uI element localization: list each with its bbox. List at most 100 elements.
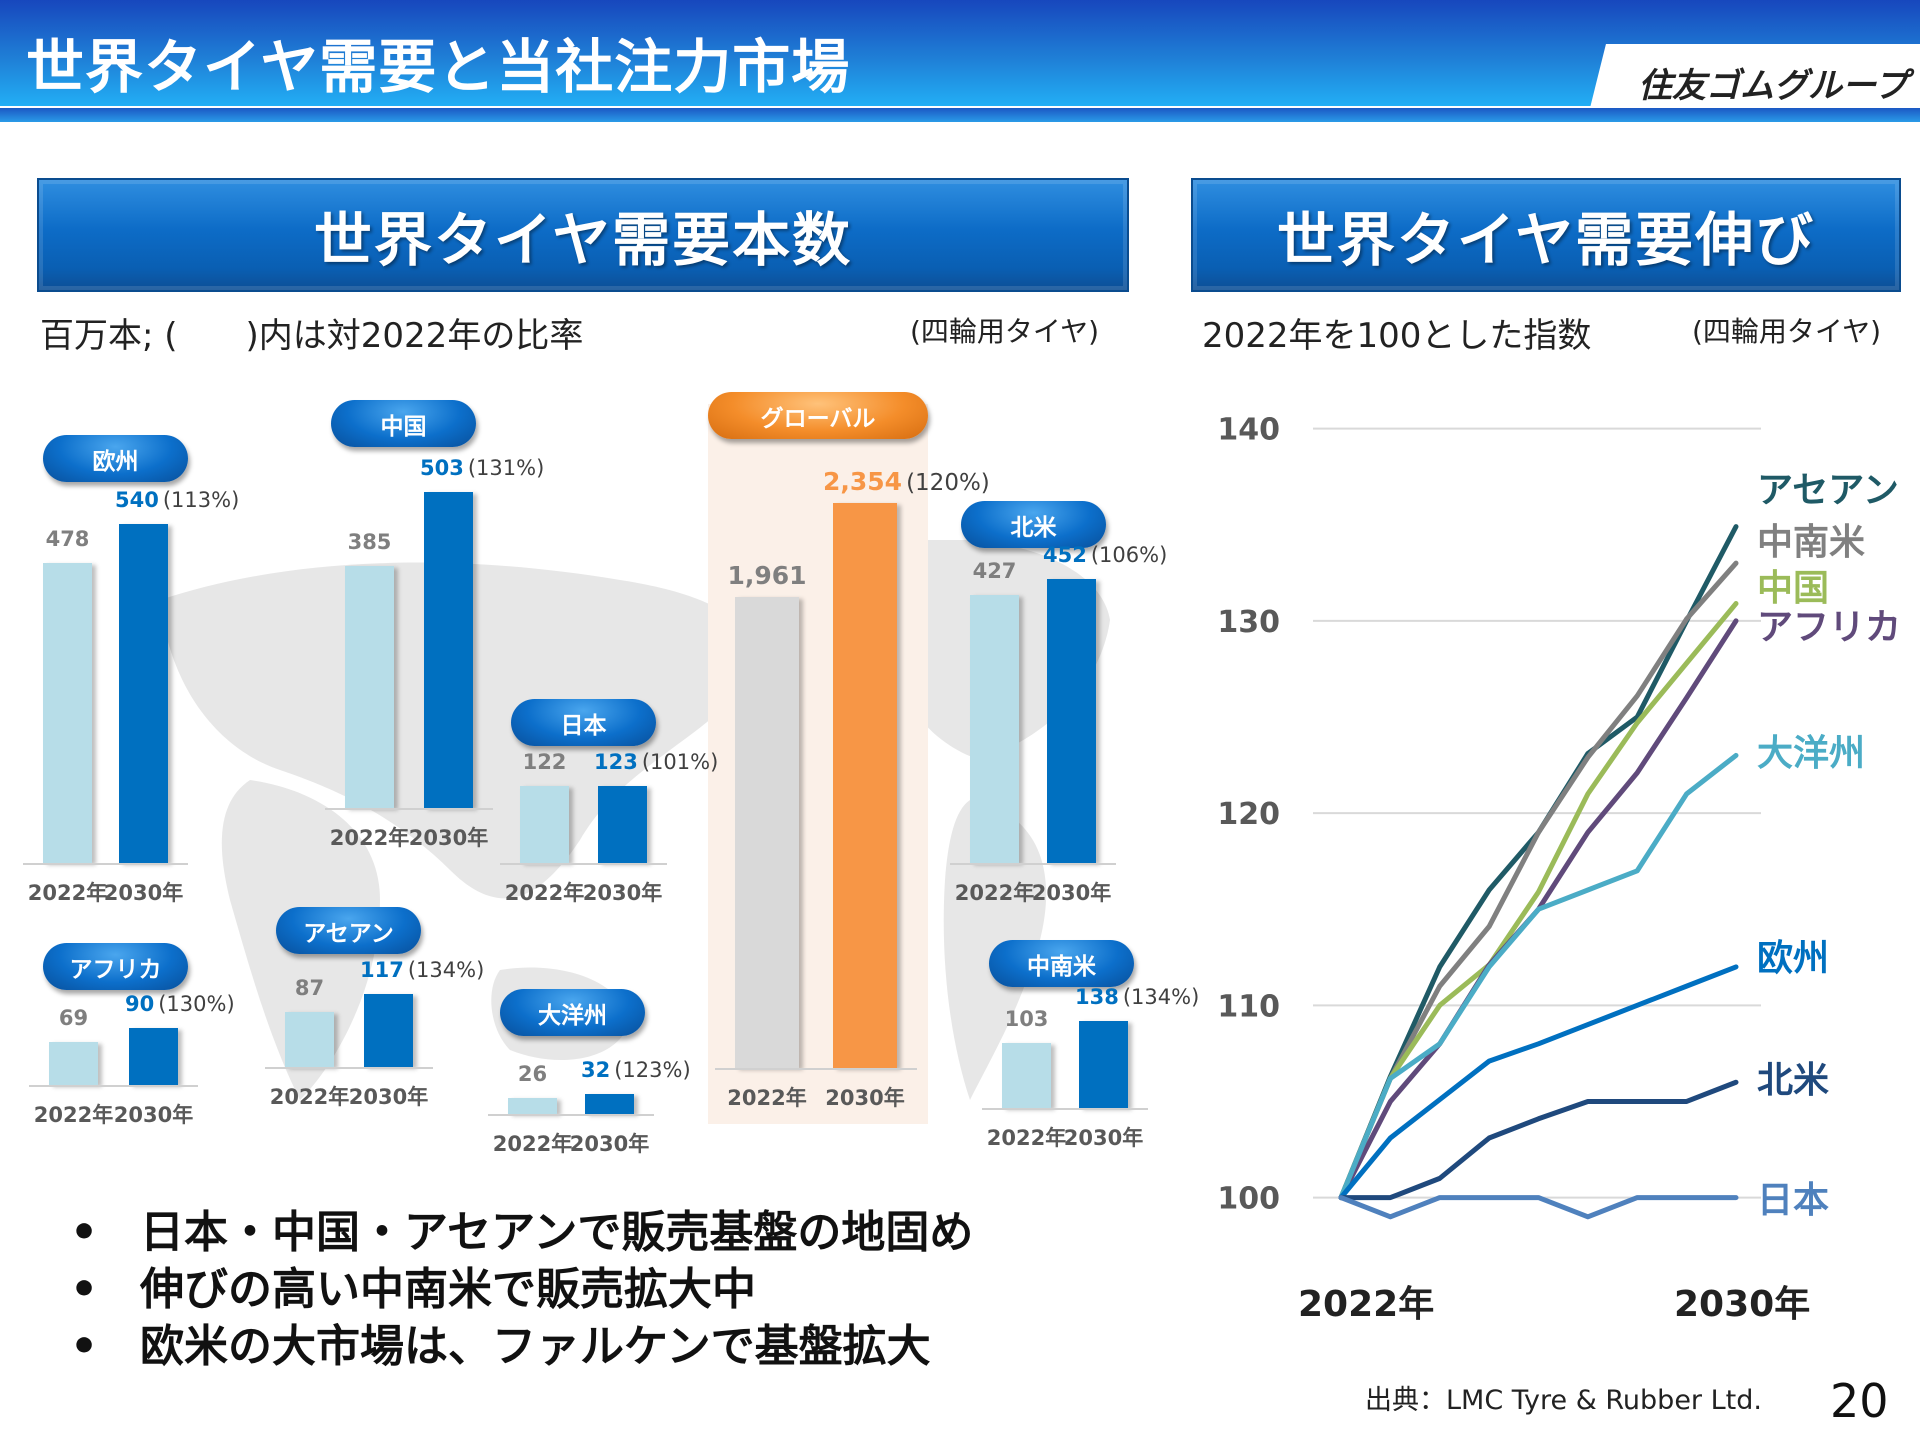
value-2030: 123 xyxy=(594,749,638,774)
value-2030: 540 xyxy=(115,487,159,512)
year-label-2030: 2030年 xyxy=(1031,881,1112,905)
region-label-pill: 欧州 xyxy=(43,435,188,482)
value-2030-with-ratio: 90 (130%) xyxy=(125,992,235,1016)
series-label: 大洋州 xyxy=(1757,733,1865,774)
value-2030: 138 xyxy=(1075,985,1119,1010)
bar-2022 xyxy=(508,1097,557,1114)
series-label: アフリカ xyxy=(1757,607,1901,648)
year-label-2022: 2022年 xyxy=(986,1126,1067,1150)
bar-2022 xyxy=(1002,1043,1051,1108)
value-2022: 69 xyxy=(58,1005,89,1030)
y-tick-label: 100 xyxy=(1217,1182,1280,1217)
year-label-2022: 2022年 xyxy=(269,1085,350,1109)
bullet-item: • 伸びの高い中南米で販売拡大中 xyxy=(70,1253,756,1317)
series-line-2 xyxy=(1338,601,1739,1201)
bullet-item: • 日本・中国・アセアンで販売基盤の地固め xyxy=(70,1196,973,1260)
year-label-2022: 2022年 xyxy=(727,1086,807,1110)
bar-2022 xyxy=(735,597,799,1068)
bar-2022 xyxy=(345,566,394,808)
value-2030: 503 xyxy=(420,456,464,481)
bullet-symbol: • xyxy=(70,1264,99,1315)
bar-2030 xyxy=(129,1028,178,1085)
series-line-7 xyxy=(1338,1195,1739,1220)
page-title: 世界タイヤ需要と当社注力市場 xyxy=(26,33,851,101)
series-label: 日本 xyxy=(1757,1180,1829,1221)
region-label-pill: 北米 xyxy=(961,501,1106,548)
bullet-item: • 欧米の大市場は、ファルケンで基盤拡大 xyxy=(70,1310,931,1374)
bar-2030 xyxy=(364,993,413,1067)
bullet-text: 伸びの高い中南米で販売拡大中 xyxy=(140,1264,756,1315)
year-label-2022: 2022年 xyxy=(27,881,108,905)
x-tick-label: 2030年 xyxy=(1674,1284,1810,1325)
year-label-2030: 2030年 xyxy=(569,1132,650,1156)
value-2030: 117 xyxy=(360,957,404,982)
source-note: 出典：LMC Tyre & Rubber Ltd. xyxy=(1365,1385,1762,1416)
value-2030-with-ratio: 123 (101%) xyxy=(594,750,718,774)
series-line-6 xyxy=(1338,1079,1739,1201)
bar-baseline xyxy=(982,1108,1148,1110)
growth-ratio: (120%) xyxy=(906,470,990,497)
bullet-text: 日本・中国・アセアンで販売基盤の地固め xyxy=(140,1207,974,1258)
series-label: アセアン xyxy=(1757,470,1899,511)
year-label-2030: 2030年 xyxy=(825,1086,905,1110)
value-2022: 1,961 xyxy=(727,561,807,591)
bullet-symbol: • xyxy=(70,1207,99,1258)
series-line-1 xyxy=(1338,560,1739,1201)
bullet-symbol: • xyxy=(70,1321,99,1372)
bar-2022 xyxy=(970,594,1019,863)
bar-2030 xyxy=(598,785,647,863)
growth-ratio: (113%) xyxy=(162,487,240,512)
index-note: 2022年を100とした指数 xyxy=(1202,316,1592,356)
region-label-pill: 大洋州 xyxy=(500,989,645,1036)
bar-2022 xyxy=(285,1012,334,1067)
year-label-2022: 2022年 xyxy=(492,1132,573,1156)
value-2030: 2,354 xyxy=(823,467,903,497)
value-2022: 122 xyxy=(522,750,567,775)
value-2022: 427 xyxy=(972,558,1017,583)
region-label-pill: アセアン xyxy=(276,907,421,954)
region-label-pill: 日本 xyxy=(511,699,656,746)
bar-2030 xyxy=(585,1093,634,1114)
bar-2030 xyxy=(119,523,168,863)
company-logo: 住友ゴムグループ xyxy=(1638,66,1908,106)
growth-ratio: (131%) xyxy=(467,456,545,481)
y-tick-label: 110 xyxy=(1217,989,1280,1024)
header-stripe xyxy=(0,108,1920,122)
growth-ratio: (134%) xyxy=(407,957,485,982)
bar-baseline xyxy=(488,1114,654,1116)
year-label-2022: 2022年 xyxy=(954,881,1035,905)
value-2022: 26 xyxy=(517,1061,548,1086)
region-label-pill: 中国 xyxy=(331,400,476,447)
series-line-5 xyxy=(1338,964,1739,1201)
bar-baseline xyxy=(715,1068,917,1070)
page-number: 20 xyxy=(1830,1374,1889,1428)
y-tick-label: 130 xyxy=(1217,605,1280,640)
bar-baseline xyxy=(500,863,667,865)
bar-2030 xyxy=(833,503,897,1068)
value-2030: 90 xyxy=(125,992,155,1017)
year-label-2022: 2022年 xyxy=(504,881,585,905)
bar-2022 xyxy=(49,1041,98,1085)
growth-ratio: (130%) xyxy=(158,992,235,1017)
growth-ratio: (123%) xyxy=(614,1057,691,1082)
bar-baseline xyxy=(950,863,1116,865)
value-2030: 32 xyxy=(581,1057,611,1082)
year-label-2030: 2030年 xyxy=(103,881,184,905)
value-2030-with-ratio: 32 (123%) xyxy=(581,1058,691,1082)
value-2030-with-ratio: 117 (134%) xyxy=(360,958,484,982)
year-label-2022: 2022年 xyxy=(33,1103,114,1127)
series-label: 欧州 xyxy=(1757,938,1829,979)
tire-type-note-left: (四輪用タイヤ) xyxy=(910,315,1100,348)
y-tick-label: 140 xyxy=(1217,413,1280,448)
tire-type-note-right: (四輪用タイヤ) xyxy=(1692,315,1882,348)
bar-2030 xyxy=(1047,579,1096,863)
value-2030-with-ratio: 138 (134%) xyxy=(1075,985,1199,1009)
x-tick-label: 2022年 xyxy=(1298,1284,1434,1325)
series-line-0 xyxy=(1338,524,1739,1201)
value-2030-with-ratio: 452 (106%) xyxy=(1043,543,1167,567)
bar-baseline xyxy=(265,1067,433,1069)
value-2030-with-ratio: 540 (113%) xyxy=(115,488,239,512)
value-2030-with-ratio: 503 (131%) xyxy=(420,456,544,480)
value-2022: 103 xyxy=(1004,1007,1049,1032)
growth-ratio: (134%) xyxy=(1122,985,1200,1010)
